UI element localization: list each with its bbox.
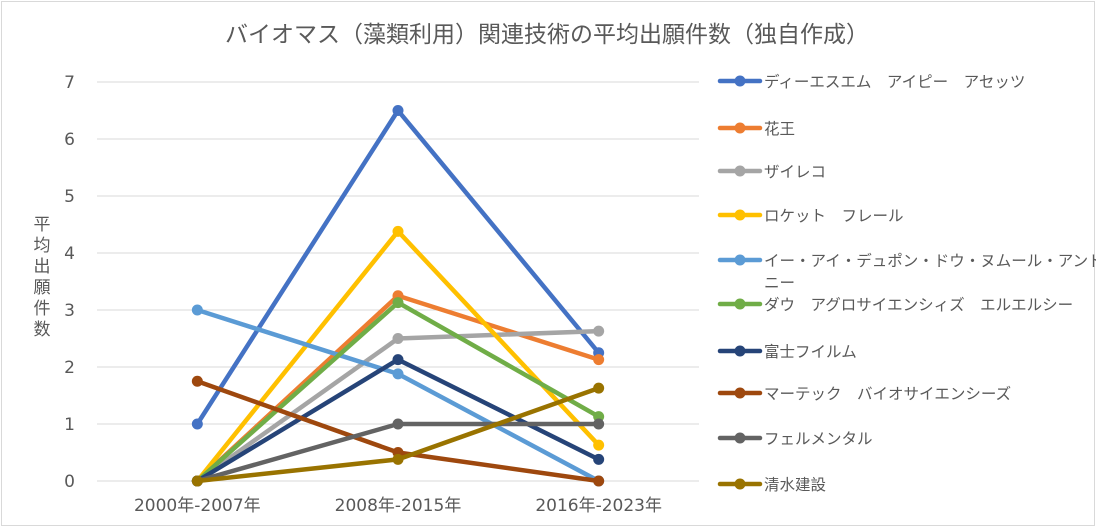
data-point xyxy=(593,453,605,465)
legend-item: 花王 xyxy=(717,120,795,138)
legend-label: イー・アイ・デュポン・ドウ・ヌムール・アンド・カンパニー xyxy=(764,251,1096,292)
y-axis-label: 平均出願件数 xyxy=(34,215,51,340)
legend-label: 富士フイルム xyxy=(764,343,857,361)
x-tick-label: 2008年-2015年 xyxy=(335,496,462,516)
legend-label: フェルメンタル xyxy=(764,430,873,448)
data-point xyxy=(191,475,203,487)
legend-label: マーテック バイオサイエンシーズ xyxy=(764,385,1011,403)
y-tick-label: 0 xyxy=(64,472,75,492)
data-point xyxy=(392,105,404,116)
legend-marker xyxy=(734,387,746,399)
y-tick-label: 4 xyxy=(64,244,75,264)
legend-label: ディーエスエム アイピー アセッツ xyxy=(764,72,1025,91)
legend-marker xyxy=(734,298,746,310)
legend-label: ザイレコ xyxy=(764,163,826,181)
y-tick-label: 3 xyxy=(64,301,75,321)
y-axis-label-char: 願 xyxy=(34,278,51,298)
data-point xyxy=(593,439,605,451)
legend-marker xyxy=(734,345,746,357)
series-9 xyxy=(191,382,605,487)
y-axis-label-char: 件 xyxy=(34,299,51,319)
legend-marker xyxy=(734,209,746,221)
data-point xyxy=(392,418,404,430)
legend-item: ディーエスエム アイピー アセッツ xyxy=(717,72,1025,91)
legend-label: ロケット フレール xyxy=(764,207,904,225)
data-point xyxy=(392,297,404,309)
legend-item: 清水建設 xyxy=(717,476,826,494)
legend-item: ダウ アグロサイエンシィズ エルエルシー xyxy=(717,296,1073,314)
legend-item: フェルメンタル xyxy=(717,430,873,448)
data-point xyxy=(593,325,605,337)
legend-label: 清水建設 xyxy=(764,476,826,494)
legend-item: 富士フイルム xyxy=(717,343,857,361)
data-point xyxy=(593,382,605,394)
data-point xyxy=(392,368,404,380)
data-point xyxy=(392,453,404,465)
y-axis-label-char: 出 xyxy=(34,257,51,277)
legend-marker xyxy=(734,478,746,490)
legend-item: ザイレコ xyxy=(717,163,826,181)
data-point xyxy=(191,418,203,430)
y-axis-label-char: 均 xyxy=(34,236,51,256)
y-tick-labels: 0 1 2 3 4 5 6 7 xyxy=(64,73,75,492)
legend-label: 花王 xyxy=(764,120,795,138)
legend-label: ダウ アグロサイエンシィズ エルエルシー xyxy=(764,296,1073,314)
data-point xyxy=(191,375,203,387)
legend-marker xyxy=(734,165,746,177)
y-tick-label: 2 xyxy=(64,358,75,378)
legend-marker xyxy=(734,254,746,266)
x-tick-label: 2016年-2023年 xyxy=(535,496,662,516)
legend-item: ロケット フレール xyxy=(717,207,904,225)
y-tick-label: 6 xyxy=(64,130,75,150)
legend-item: イー・アイ・デュポン・ドウ・ヌムール・アンド・カンパニー xyxy=(717,251,1098,292)
y-axis-label-char: 数 xyxy=(34,320,51,340)
data-point xyxy=(593,475,605,487)
legend-marker xyxy=(734,75,746,87)
legend-item: マーテック バイオサイエンシーズ xyxy=(717,385,1011,403)
data-point xyxy=(392,354,404,366)
y-tick-label: 1 xyxy=(64,415,75,435)
data-point xyxy=(392,225,404,237)
data-point xyxy=(593,418,605,430)
y-axis-label-char: 平 xyxy=(34,215,51,235)
data-point xyxy=(593,354,605,366)
series-0 xyxy=(191,105,605,430)
legend-marker xyxy=(734,122,746,134)
x-tick-labels: 2000年-2007年 2008年-2015年 2016年-2023年 xyxy=(134,496,662,516)
y-tick-label: 7 xyxy=(64,73,75,93)
series-lines xyxy=(191,105,605,487)
y-tick-label: 5 xyxy=(64,187,75,207)
data-point xyxy=(392,333,404,344)
legend-marker xyxy=(734,432,746,444)
chart-title: バイオマス（藻類利用）関連技術の平均出願件数（独自作成） xyxy=(225,22,869,48)
data-point xyxy=(191,304,203,316)
x-tick-label: 2000年-2007年 xyxy=(134,496,261,516)
